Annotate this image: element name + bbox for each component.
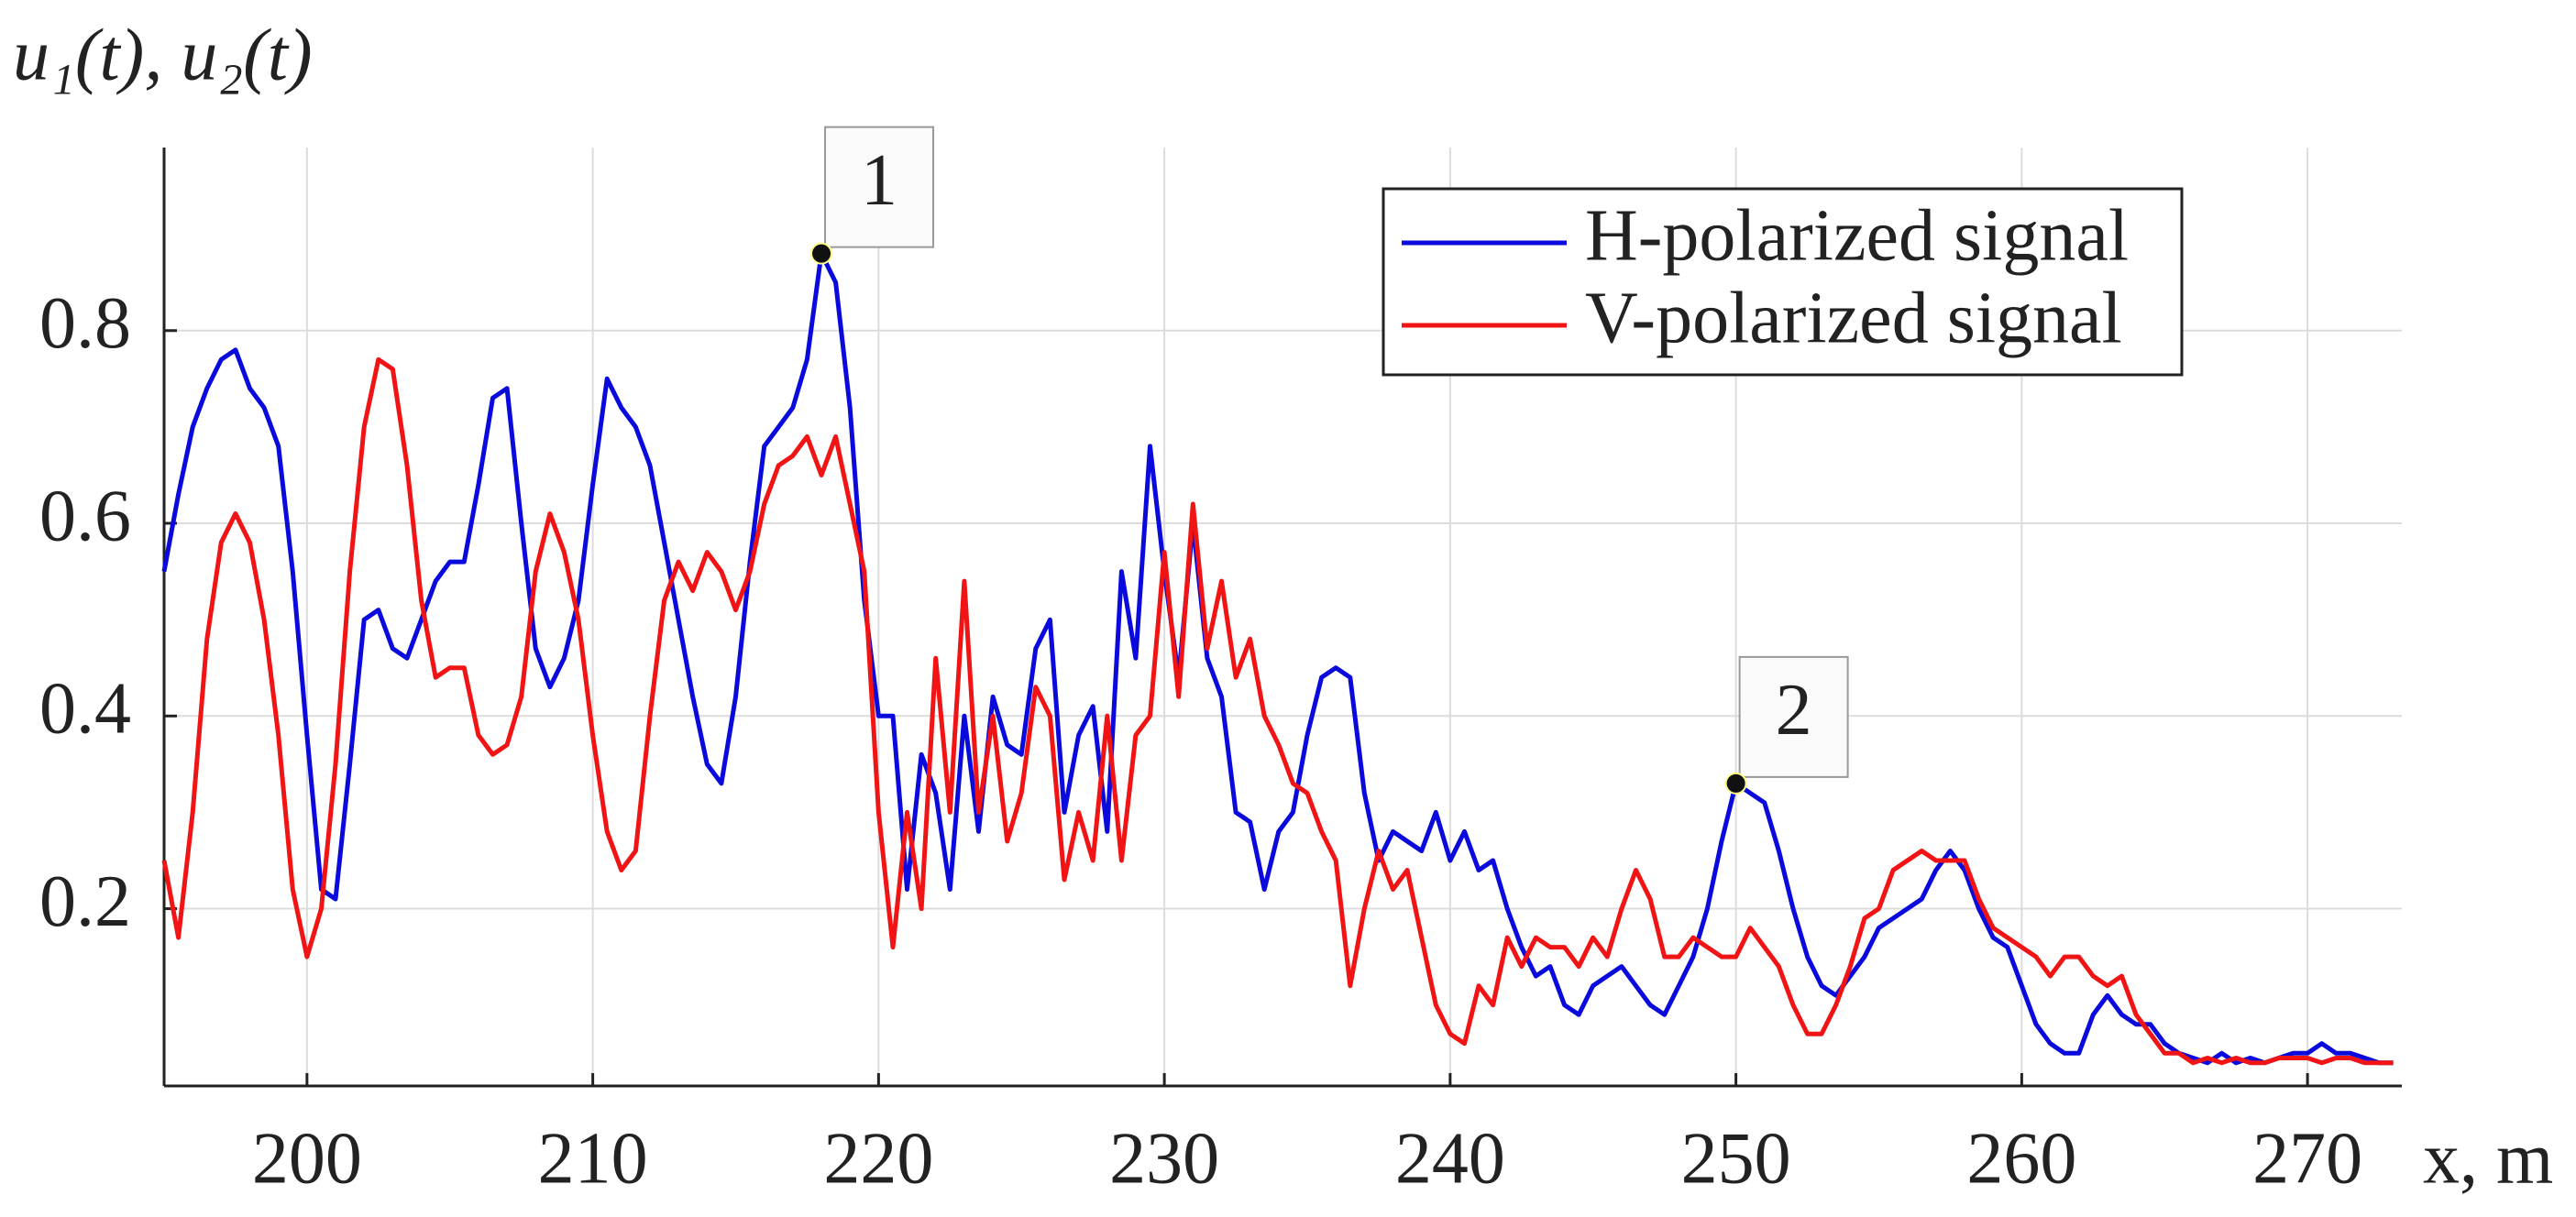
line-series	[161, 356, 2394, 1066]
y-axis-label: u₁(t), u₂(t)	[13, 15, 313, 95]
x-tick-label: 220	[823, 1118, 933, 1199]
legend-box	[1382, 187, 2184, 377]
legend-label: H-polarized signal	[1585, 195, 2129, 276]
line-series	[161, 251, 2394, 1066]
x-tick-label: 260	[1966, 1118, 2076, 1199]
y-tick-label: 0.8	[39, 283, 131, 364]
x-tick-label: 240	[1395, 1118, 1505, 1199]
x-axis-label: x, m	[2423, 1118, 2553, 1199]
x-tick-label: 200	[252, 1118, 362, 1199]
legend-label: V-polarized signal	[1585, 278, 2122, 358]
y-tick-label: 0.6	[39, 476, 131, 556]
datatip-marker	[1724, 772, 1747, 795]
y-tick-label: 0.2	[39, 861, 131, 942]
y-tick-label: 0.4	[39, 669, 131, 750]
x-tick-label: 270	[2252, 1118, 2362, 1199]
x-tick-label: 250	[1681, 1118, 1791, 1199]
datatip-marker	[810, 242, 833, 265]
datatip-label: 1	[861, 140, 897, 221]
datatip-box	[824, 126, 935, 248]
x-tick-label: 230	[1109, 1118, 1219, 1199]
datatip-label: 2	[1776, 670, 1812, 751]
datatip-box	[1738, 655, 1849, 778]
x-tick-label: 210	[538, 1118, 648, 1199]
